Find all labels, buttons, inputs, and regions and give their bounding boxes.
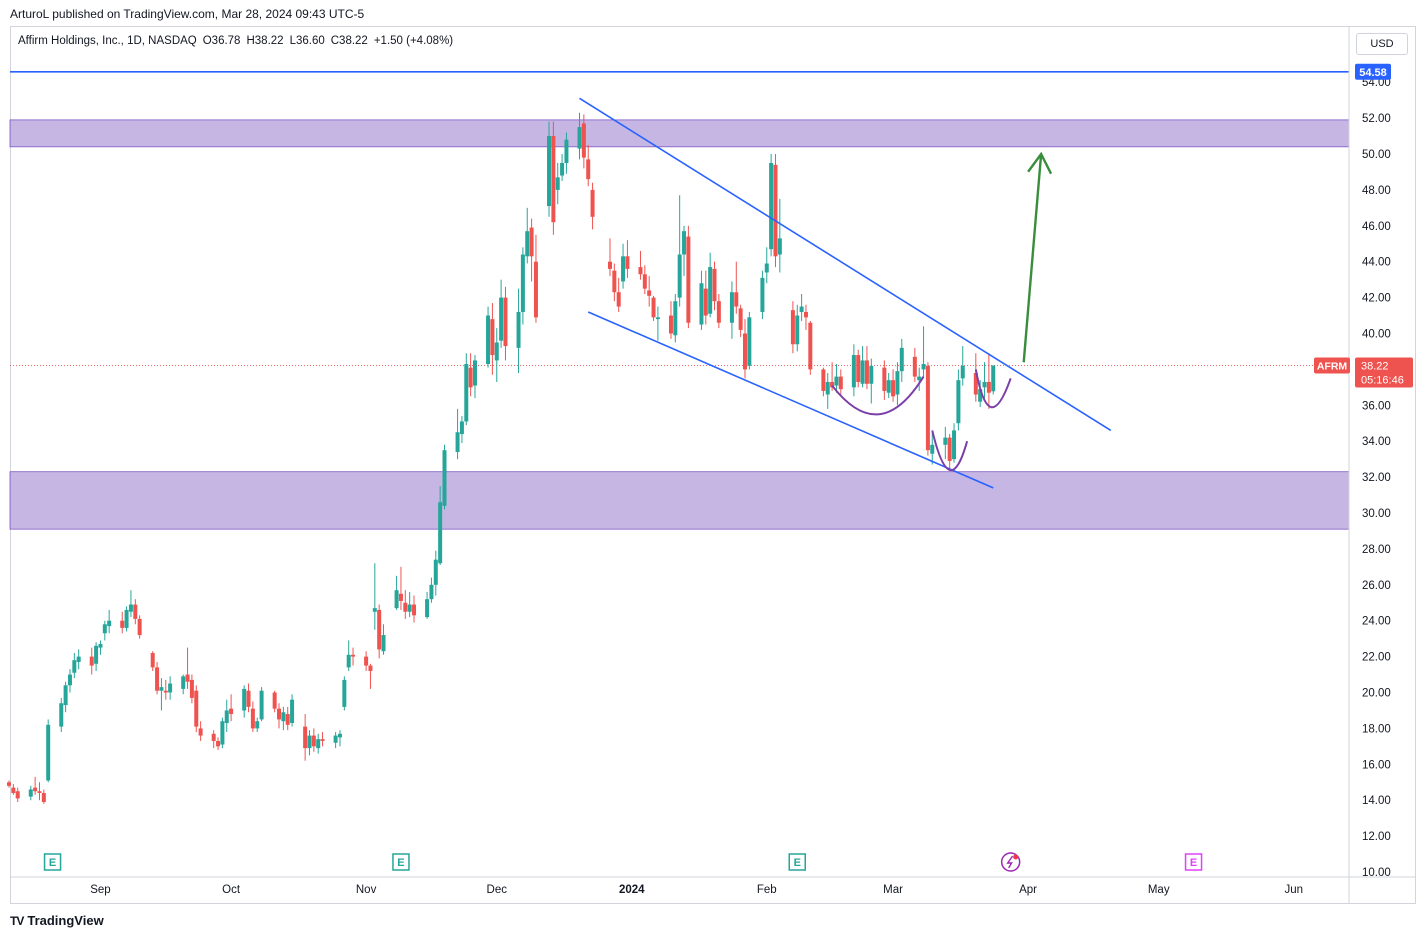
tradingview-footer[interactable]: TV TradingView <box>10 913 104 928</box>
ohlc-low: L36.60 <box>289 35 325 47</box>
ohlc-open: O36.78 <box>202 35 241 47</box>
ohlc-close: C38.22 <box>330 35 368 47</box>
currency-button[interactable]: USD <box>1356 33 1408 55</box>
symbol-title[interactable]: Affirm Holdings, Inc., 1D, NASDAQ <box>18 35 197 47</box>
chart-frame <box>10 26 1416 904</box>
tradingview-brand: TradingView <box>27 913 104 928</box>
symbol-legend: Affirm Holdings, Inc., 1D, NASDAQ O36.78 H… <box>18 35 459 47</box>
ohlc-high: H38.22 <box>246 35 284 47</box>
published-caption: ArturoL published on TradingView.com, Ma… <box>10 7 365 21</box>
ohlc-change: +1.50 (+4.08%) <box>373 35 454 47</box>
tradingview-logo-icon: TV <box>10 913 24 928</box>
